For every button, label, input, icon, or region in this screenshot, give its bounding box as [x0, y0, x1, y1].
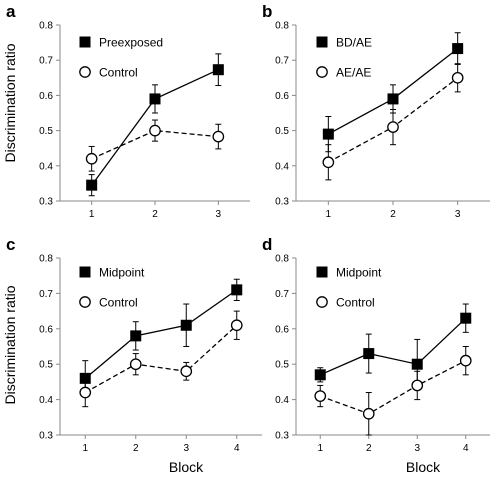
y-tick-label: 0.6 — [39, 91, 53, 102]
y-tick-label: 0.7 — [39, 289, 53, 300]
x-tick-label: 2 — [390, 209, 396, 220]
x-axis-title-right: Block — [406, 459, 441, 475]
data-point — [129, 358, 142, 371]
series-line-midpoint — [84, 289, 238, 379]
x-tick-label: 2 — [152, 209, 158, 220]
x-tick-label: 3 — [455, 209, 461, 220]
data-point — [314, 369, 326, 381]
data-point — [180, 365, 193, 378]
legend-marker — [79, 296, 91, 308]
x-tick-label: 2 — [133, 443, 139, 454]
y-tick-label: 0.8 — [39, 21, 53, 32]
y-tick-label: 0.7 — [39, 56, 53, 67]
y-tick-label: 0.3 — [39, 431, 53, 442]
legend-label: Control — [99, 66, 138, 80]
panel-letter-b: b — [262, 2, 272, 21]
data-point — [130, 330, 142, 342]
y-tick-label: 0.4 — [39, 161, 53, 172]
legend-label: Control — [99, 296, 138, 310]
y-tick-label: 0.6 — [39, 324, 53, 335]
data-point — [230, 319, 243, 332]
y-tick-label: 0.5 — [275, 360, 289, 371]
y-tick-label: 0.5 — [39, 126, 53, 137]
x-tick-label: 1 — [89, 209, 95, 220]
data-point — [411, 379, 424, 392]
data-point — [460, 312, 472, 324]
y-tick-label: 0.3 — [275, 197, 289, 208]
data-point — [362, 407, 375, 420]
data-point — [363, 348, 375, 360]
data-point — [231, 284, 243, 296]
y-tick-label: 0.8 — [39, 254, 53, 265]
y-tick-label: 0.4 — [275, 395, 289, 406]
legend-marker — [316, 266, 328, 278]
y-tick-label: 0.3 — [39, 197, 53, 208]
series-line-control — [320, 360, 467, 415]
data-point — [387, 121, 399, 133]
y-tick-label: 0.7 — [275, 56, 289, 67]
x-tick-label: 3 — [414, 443, 420, 454]
data-point — [212, 130, 225, 143]
x-tick-label: 1 — [82, 443, 88, 454]
data-point — [314, 390, 327, 402]
y-tick-label: 0.6 — [275, 91, 289, 102]
panel-b: b 0.3 0.4 0.5 0.6 0.7 0.8 1 2 3 BD/AE AE/AE — [262, 2, 490, 220]
y-tick-label: 0.4 — [275, 161, 289, 172]
series-line-control — [84, 324, 238, 394]
y-tick-label: 0.8 — [275, 254, 289, 265]
data-point — [180, 319, 192, 331]
legend-marker — [316, 36, 328, 48]
legend-label: Midpoint — [99, 266, 145, 280]
legend-marker — [79, 36, 91, 48]
data-point — [79, 386, 92, 399]
legend-label: Control — [336, 296, 375, 310]
panel-a: a 0.3 0.4 0.5 0.6 0.7 0.8 1 2 3 Preexposed Control — [6, 2, 250, 220]
panel-letter-a: a — [6, 2, 16, 21]
legend-marker — [79, 266, 91, 278]
y-tick-label: 0.8 — [275, 21, 289, 32]
panel-letter-d: d — [262, 235, 272, 254]
data-point — [85, 152, 98, 165]
legend-marker — [79, 66, 91, 78]
data-point — [86, 179, 98, 191]
legend-label: BD/AE — [336, 36, 372, 50]
panel-letter-c: c — [6, 235, 15, 254]
y-tick-label: 0.6 — [275, 324, 289, 335]
y-tick-label: 0.5 — [39, 360, 53, 371]
x-tick-label: 2 — [366, 443, 372, 454]
y-axis-title-bottom: Discrimination ratio — [2, 285, 18, 404]
y-tick-label: 0.3 — [275, 431, 289, 442]
data-point — [451, 71, 464, 84]
legend-marker — [316, 296, 328, 308]
x-tick-label: 4 — [463, 443, 469, 454]
panel-d: d 0.3 0.4 0.5 0.6 0.7 0.8 1 2 3 4 Midpoint Control — [262, 235, 490, 454]
data-point — [212, 64, 224, 76]
series-line-midpoint — [320, 317, 467, 376]
x-axis-title-left: Block — [169, 459, 204, 475]
legend-marker — [316, 66, 328, 78]
x-tick-label: 3 — [183, 443, 189, 454]
data-point — [322, 128, 334, 140]
x-tick-label: 3 — [216, 209, 222, 220]
y-tick-label: 0.5 — [275, 126, 289, 137]
x-tick-label: 1 — [317, 443, 323, 454]
data-point — [149, 124, 161, 137]
y-axis-title-top: Discrimination ratio — [2, 43, 18, 162]
data-point — [387, 93, 399, 105]
data-point — [411, 358, 423, 370]
legend-label: Midpoint — [336, 266, 382, 280]
data-point — [459, 354, 472, 367]
legend-label: Preexposed — [99, 36, 163, 50]
data-point — [452, 43, 464, 55]
panel-c: c 0.3 0.4 0.5 0.6 0.7 0.8 1 2 3 4 Midpoint Control — [6, 235, 262, 454]
y-tick-label: 0.7 — [275, 289, 289, 300]
legend-label: AE/AE — [336, 66, 371, 80]
x-tick-label: 1 — [326, 209, 332, 220]
x-tick-label: 4 — [234, 443, 240, 454]
data-point — [322, 156, 335, 169]
data-point — [149, 93, 161, 105]
y-tick-label: 0.4 — [39, 395, 53, 406]
